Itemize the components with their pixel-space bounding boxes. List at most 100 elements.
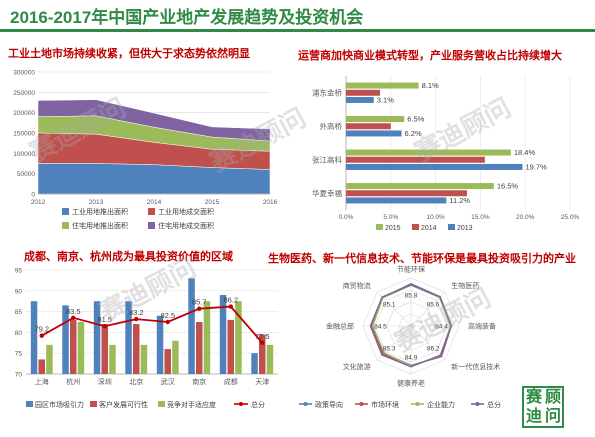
radar-axis-label: 金融总部 bbox=[326, 322, 354, 331]
y-tick-label: 250000 bbox=[13, 90, 35, 97]
bar bbox=[259, 334, 266, 374]
ops-panel-title: 运营商加快商业模式转型，产业服务营收占比持续增大 bbox=[298, 50, 562, 62]
legend-label: 市场环境 bbox=[371, 400, 399, 409]
radar-axis-label: 节能环保 bbox=[397, 265, 425, 274]
bar bbox=[346, 96, 374, 103]
x-tick-label: 2015 bbox=[205, 199, 220, 206]
bar bbox=[188, 278, 195, 374]
category-label: 上海 bbox=[35, 377, 49, 386]
legend-label: 总分 bbox=[487, 400, 501, 409]
legend-label: 住宅用地推出面积 bbox=[72, 221, 128, 230]
category-label: 深圳 bbox=[98, 377, 112, 386]
page-title: 2016-2017年中国产业地产发展趋势及投资机会 bbox=[10, 8, 364, 27]
data-label: 16.5% bbox=[497, 182, 519, 191]
radar-axis-label: 健康养老 bbox=[397, 379, 425, 388]
x-tick-label: 2014 bbox=[147, 199, 162, 206]
logo-char: 迪 bbox=[526, 408, 543, 425]
data-label: 6.2% bbox=[405, 129, 422, 138]
category-label: 华夏幸福 bbox=[312, 188, 342, 198]
bar bbox=[346, 190, 467, 197]
bar bbox=[266, 344, 274, 374]
bar bbox=[346, 123, 391, 130]
y-tick-label: 80 bbox=[15, 330, 23, 337]
line-value-label: 83.5 bbox=[66, 307, 81, 316]
logo-char: 顾 bbox=[545, 389, 562, 406]
radar-series bbox=[369, 284, 453, 368]
line-value-label: 81.5 bbox=[97, 315, 112, 324]
legend-swatch bbox=[148, 222, 155, 229]
radar-value-label: 85.3 bbox=[383, 345, 396, 352]
category-label: 杭州 bbox=[66, 377, 80, 386]
bar bbox=[346, 116, 405, 123]
legend-swatch bbox=[415, 402, 420, 406]
y-tick-label: 0 bbox=[31, 192, 35, 199]
radar-axis-label: 商贸物流 bbox=[343, 281, 371, 290]
x-tick-label: 2016 bbox=[263, 199, 278, 206]
legend-label: 2014 bbox=[421, 225, 437, 232]
line-value-label: 85.7 bbox=[192, 298, 207, 307]
bar bbox=[346, 82, 419, 89]
radar-value-label: 85.1 bbox=[383, 302, 396, 309]
x-tick-label: 15.0% bbox=[471, 214, 490, 221]
bar bbox=[346, 197, 447, 204]
header-divider bbox=[0, 29, 595, 32]
legend-swatch bbox=[448, 224, 455, 230]
line-point bbox=[39, 333, 44, 338]
line-point bbox=[228, 304, 233, 309]
line-point bbox=[71, 315, 76, 321]
radar-axis-label: 高端装备 bbox=[468, 322, 496, 331]
industries-panel-title: 生物医药、新一代信息技术、节能环保是最具投资吸引力的产业 bbox=[268, 253, 576, 265]
radar-axis-label: 生物医药 bbox=[451, 281, 479, 290]
x-tick-label: 10.0% bbox=[426, 214, 445, 221]
x-tick-label: 25.0% bbox=[561, 214, 580, 221]
radar-value-label: 84.4 bbox=[435, 324, 448, 331]
bar bbox=[101, 324, 108, 374]
land-area-chart: 0 50000 100000 150000 200000 250000 300000 2012… bbox=[13, 70, 278, 231]
line-point bbox=[197, 306, 202, 311]
line-point bbox=[165, 319, 170, 325]
bar bbox=[46, 344, 53, 374]
category-label: 北京 bbox=[129, 377, 143, 386]
line-series bbox=[41, 305, 263, 344]
legend-swatch bbox=[62, 208, 69, 215]
bar bbox=[227, 319, 234, 374]
bar bbox=[219, 294, 227, 374]
legend-label: 住宅用地成交面积 bbox=[158, 221, 214, 230]
bar bbox=[346, 89, 381, 96]
bar bbox=[346, 156, 485, 163]
category-label: 天津 bbox=[255, 378, 269, 386]
y-tick-label: 90 bbox=[15, 288, 23, 295]
bar bbox=[109, 344, 116, 374]
y-tick-label: 75 bbox=[15, 351, 23, 358]
legend-swatch bbox=[303, 402, 308, 406]
radar-spoke bbox=[410, 325, 446, 361]
bar bbox=[346, 163, 523, 170]
bar bbox=[125, 301, 132, 374]
legend-label: 工业用地推出面积 bbox=[72, 207, 128, 216]
legend-label: 园区市场吸引力 bbox=[35, 400, 84, 409]
bar bbox=[346, 149, 511, 156]
legend-swatch bbox=[62, 222, 69, 229]
legend-label: 2013 bbox=[457, 225, 473, 232]
bar bbox=[196, 322, 203, 374]
x-tick-label: 5.0% bbox=[383, 214, 398, 221]
legend-label: 政策导向 bbox=[315, 400, 343, 409]
legend-label: 企业能力 bbox=[427, 400, 455, 409]
y-tick-label: 100000 bbox=[13, 151, 35, 158]
bar bbox=[346, 183, 494, 190]
y-tick-label: 70 bbox=[15, 372, 23, 379]
bar bbox=[38, 359, 45, 374]
category-label: 浦东金桥 bbox=[312, 87, 342, 97]
radar-value-label: 84.9 bbox=[405, 354, 418, 361]
data-label: 11.2% bbox=[449, 196, 470, 205]
line-value-label: 83.2 bbox=[129, 308, 144, 317]
data-label: 3.1% bbox=[377, 95, 394, 104]
radar-axis-label: 文化旅游 bbox=[343, 362, 371, 371]
legend-label: 总分 bbox=[251, 400, 265, 409]
bar bbox=[133, 324, 140, 374]
y-tick-label: 300000 bbox=[13, 70, 35, 77]
x-tick-label: 2013 bbox=[89, 199, 104, 206]
bar bbox=[346, 130, 402, 137]
line-value-label: 79.2 bbox=[34, 325, 49, 334]
